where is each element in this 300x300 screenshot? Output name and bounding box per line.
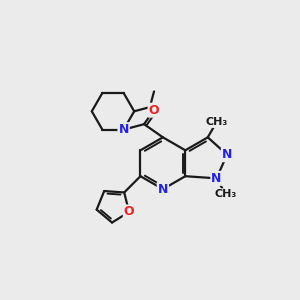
Text: N: N xyxy=(158,183,168,196)
Text: N: N xyxy=(222,148,232,161)
Text: CH₃: CH₃ xyxy=(214,189,237,199)
Text: N: N xyxy=(211,172,222,185)
Text: O: O xyxy=(124,206,134,218)
Text: N: N xyxy=(118,123,129,136)
Text: O: O xyxy=(148,104,159,117)
Text: CH₃: CH₃ xyxy=(206,117,228,127)
